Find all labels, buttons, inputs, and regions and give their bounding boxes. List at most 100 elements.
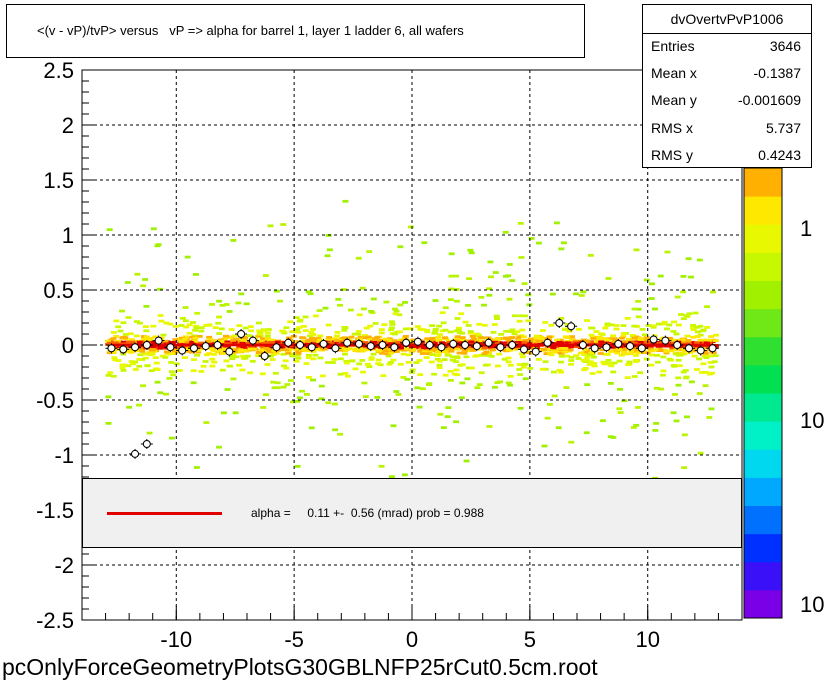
heatmap-cell bbox=[580, 358, 587, 362]
heatmap-cell bbox=[558, 347, 565, 350]
profile-point bbox=[201, 342, 210, 351]
profile-point bbox=[272, 343, 281, 352]
heatmap-cell bbox=[708, 407, 715, 411]
heatmap-cell bbox=[336, 338, 343, 342]
colorbar-cell bbox=[744, 383, 782, 394]
heatmap-cell bbox=[356, 362, 363, 366]
heatmap-cell bbox=[209, 357, 216, 361]
heatmap-cell bbox=[469, 334, 476, 338]
heatmap-cell bbox=[304, 393, 310, 396]
heatmap-cell bbox=[327, 340, 334, 343]
heatmap-cell bbox=[694, 335, 701, 338]
heatmap-cell bbox=[140, 335, 147, 338]
heatmap-cell bbox=[562, 350, 569, 354]
heatmap-cell bbox=[488, 275, 494, 279]
heatmap-cell bbox=[295, 350, 302, 354]
heatmap-cell bbox=[584, 340, 591, 343]
heatmap-cell bbox=[202, 360, 209, 363]
heatmap-cell bbox=[277, 341, 284, 345]
heatmap-cell bbox=[162, 356, 169, 359]
heatmap-cell bbox=[568, 359, 575, 362]
heatmap-cell bbox=[436, 363, 443, 367]
heatmap-cell bbox=[707, 354, 714, 358]
heatmap-cell bbox=[295, 356, 302, 360]
heatmap-cell bbox=[449, 358, 456, 362]
heatmap-cell bbox=[260, 337, 266, 340]
heatmap-cell bbox=[486, 354, 493, 357]
heatmap-cell bbox=[708, 365, 715, 369]
heatmap-cell bbox=[517, 221, 524, 225]
heatmap-cell bbox=[600, 360, 607, 364]
heatmap-cell bbox=[444, 353, 451, 357]
heatmap-cell bbox=[140, 384, 146, 388]
heatmap-cell bbox=[325, 401, 332, 405]
heatmap-cell bbox=[435, 339, 442, 342]
heatmap-cell bbox=[655, 344, 662, 348]
heatmap-cell bbox=[269, 338, 276, 342]
profile-point bbox=[402, 338, 411, 347]
heatmap-cell bbox=[246, 334, 253, 338]
heatmap-cell bbox=[558, 360, 564, 364]
heatmap-cell bbox=[653, 422, 660, 425]
heatmap-cell bbox=[163, 392, 169, 396]
heatmap-cell bbox=[568, 362, 574, 366]
heatmap-cell bbox=[517, 373, 524, 376]
profile-point bbox=[296, 341, 305, 349]
heatmap-cell bbox=[627, 352, 634, 356]
heatmap-cell bbox=[296, 319, 303, 323]
heatmap-cell bbox=[150, 345, 156, 349]
heatmap-cell bbox=[522, 362, 529, 366]
heatmap-cell bbox=[203, 421, 210, 424]
stats-box: dvOvertvPvP1006 Entries 3646 Mean x -0.1… bbox=[642, 4, 812, 168]
stats-row-mean-y: Mean y -0.001609 bbox=[643, 92, 811, 112]
heatmap-cell bbox=[293, 348, 300, 352]
heatmap-cell bbox=[439, 341, 446, 345]
heatmap-cell bbox=[581, 368, 588, 372]
heatmap-cell bbox=[113, 335, 120, 338]
heatmap-cell bbox=[549, 342, 556, 345]
heatmap-cell bbox=[602, 326, 609, 330]
heatmap-cell bbox=[142, 356, 149, 360]
heatmap-cell bbox=[648, 363, 655, 367]
heatmap-cell bbox=[117, 329, 124, 333]
heatmap-cell bbox=[147, 337, 154, 340]
heatmap-cell bbox=[400, 376, 407, 379]
heatmap-cell bbox=[568, 335, 575, 339]
heatmap-cell bbox=[231, 340, 238, 344]
heatmap-cell bbox=[155, 243, 162, 246]
heatmap-cell bbox=[405, 353, 412, 357]
heatmap-cell bbox=[591, 364, 598, 368]
heatmap-cell bbox=[376, 349, 383, 353]
heatmap-cell bbox=[361, 348, 367, 352]
heatmap-cell bbox=[526, 342, 533, 345]
heatmap-cell bbox=[546, 335, 553, 339]
heatmap-cell bbox=[194, 311, 201, 315]
heatmap-cell bbox=[317, 334, 324, 338]
heatmap-cell bbox=[682, 349, 689, 353]
heatmap-cell bbox=[143, 304, 150, 308]
heatmap-cell bbox=[302, 315, 309, 319]
heatmap-cell bbox=[442, 328, 449, 332]
heatmap-cell bbox=[469, 348, 476, 352]
heatmap-cell bbox=[437, 333, 443, 336]
heatmap-cell bbox=[295, 352, 302, 355]
heatmap-cell bbox=[514, 330, 521, 334]
heatmap-cell bbox=[310, 357, 317, 361]
y-tick-label: 2.5 bbox=[43, 58, 74, 83]
stats-row-entries: Entries 3646 bbox=[643, 38, 811, 58]
stats-separator bbox=[643, 33, 811, 34]
heatmap-cell bbox=[542, 337, 549, 340]
heatmap-cell bbox=[383, 300, 390, 304]
heatmap-cell bbox=[110, 337, 117, 340]
heatmap-cell bbox=[305, 338, 312, 342]
heatmap-cell bbox=[624, 317, 631, 320]
heatmap-cell bbox=[527, 337, 534, 341]
heatmap-cell bbox=[269, 358, 276, 361]
heatmap-cell bbox=[402, 347, 409, 350]
heatmap-cell bbox=[308, 336, 315, 340]
heatmap-cell bbox=[195, 350, 202, 354]
heatmap-cell bbox=[675, 323, 682, 327]
heatmap-cell bbox=[451, 372, 458, 376]
heatmap-cell bbox=[604, 338, 611, 342]
